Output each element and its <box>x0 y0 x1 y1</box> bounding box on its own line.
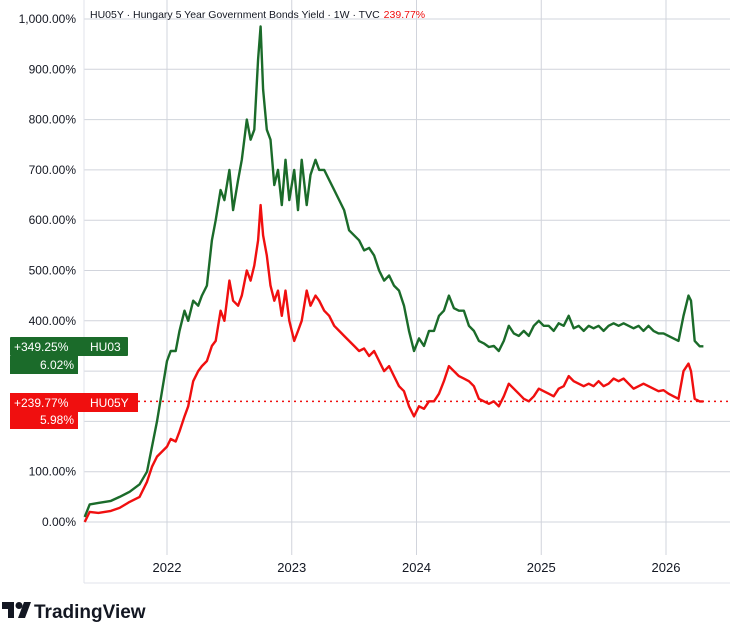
series <box>83 25 704 523</box>
y-tick-label: 600.00% <box>29 213 77 227</box>
y-tick-label: 100.00% <box>29 465 77 479</box>
x-tick-label: 2026 <box>652 560 681 575</box>
hu05y-value: 5.98% <box>40 413 74 427</box>
x-tick-labels: 2022 2023 2024 2025 2026 <box>153 560 681 575</box>
axes <box>83 0 730 584</box>
hu03-value: 6.02% <box>40 358 74 372</box>
hu03-change: +349.25% <box>14 340 69 354</box>
chart-title-change: 239.77% <box>384 9 425 21</box>
y-tick-label: 0.00% <box>42 515 76 529</box>
y-tick-label: 500.00% <box>29 264 77 278</box>
tradingview-logo-icon <box>2 602 31 618</box>
series-line-hu03 <box>83 25 704 518</box>
x-tick-label: 2022 <box>153 560 182 575</box>
chart-title: HU05Y · Hungary 5 Year Government Bonds … <box>90 9 380 21</box>
y-tick-label: 800.00% <box>29 113 77 127</box>
hu05y-badge: +239.77% HU05Y 5.98% <box>10 393 138 429</box>
y-tick-label: 900.00% <box>29 62 77 76</box>
y-tick-label: 700.00% <box>29 163 77 177</box>
x-tick-label: 2023 <box>277 560 306 575</box>
hu03-badge: +349.25% HU03 6.02% <box>10 337 128 374</box>
hu03-symbol: HU03 <box>90 340 121 354</box>
tradingview-logo-text: TradingView <box>34 602 146 623</box>
series-line-hu05y <box>83 203 704 523</box>
plot-area[interactable] <box>84 0 730 583</box>
hu05y-symbol: HU05Y <box>90 396 129 410</box>
x-tick-label: 2024 <box>402 560 431 575</box>
tradingview-logo[interactable]: TradingView <box>2 602 146 623</box>
x-tick-label: 2025 <box>527 560 556 575</box>
hu05y-change: +239.77% <box>14 396 69 410</box>
y-tick-label: 1,000.00% <box>19 12 77 26</box>
y-tick-label: 400.00% <box>29 314 77 328</box>
y-tick-labels: 0.00% 100.00% 400.00% 500.00% 600.00% 700.00%… <box>19 12 77 529</box>
